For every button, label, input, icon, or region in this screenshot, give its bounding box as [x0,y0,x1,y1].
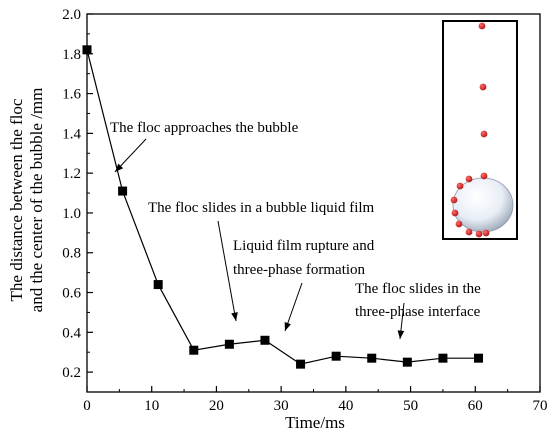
data-point-marker [82,45,92,55]
y-tick-label: 0.8 [62,246,81,262]
data-point-marker [296,359,306,369]
x-tick-label: 50 [403,398,418,414]
annotations: The floc approaches the bubble The floc s… [110,120,481,340]
x-tick-label: 10 [144,398,159,414]
x-tick-label: 20 [209,398,224,414]
data-point-marker [153,280,163,290]
annotation-arrowhead [231,312,238,321]
annotation-arrowhead [115,163,124,172]
y-tick-label: 1.4 [62,126,81,142]
floc-particle [480,130,488,138]
floc-particle [455,220,463,228]
y-tick-label: 1.2 [62,166,81,182]
y-tick-label: 0.2 [62,365,81,381]
x-tick-label: 60 [468,398,483,414]
data-point-marker [402,357,412,367]
data-point-marker [189,345,199,355]
annotation-label: The floc slides in a bubble liquid film [148,200,375,216]
y-axis-label-line-2: and the center of the bubble /mm [27,88,46,313]
data-point-marker [224,339,234,349]
y-axis-label-line-1: The distance between the floc [7,98,26,301]
inset-image [442,20,518,240]
y-tick-label: 0.6 [62,286,81,302]
annotation-label: The floc slides in the [355,281,481,297]
floc-particle [482,229,490,237]
data-point-marker [260,335,270,345]
data-point-marker [438,353,448,363]
y-tick-label: 1.6 [62,87,81,103]
floc-particle [475,230,483,238]
x-tick-label: 0 [83,398,91,414]
annotation-label: The floc approaches the bubble [110,120,299,136]
data-point-marker [474,353,484,363]
annotation-arrowhead [397,330,405,339]
y-tick-label: 1.8 [62,47,81,63]
x-tick-label: 70 [533,398,548,414]
y-tick-label: 0.4 [62,325,81,341]
y-tick-label: 2.0 [62,7,81,23]
annotation-label: Liquid film rupture and [233,238,375,254]
annotation-arrow [284,282,303,332]
x-tick-label: 30 [274,398,289,414]
data-point-marker [118,186,128,196]
floc-particle [451,209,459,217]
floc-particle [456,182,464,190]
floc-particle [480,172,488,180]
floc-particle [479,83,487,91]
data-point-marker [367,353,377,363]
floc-particle [450,196,458,204]
annotation-label: three-phase interface [355,304,481,320]
annotation-arrowhead [284,322,291,331]
y-tick-label: 1.0 [62,206,81,222]
data-point-marker [331,351,341,361]
floc-particle [478,22,486,30]
data-series [82,45,484,369]
series-line [86,49,479,365]
x-tick-label: 40 [338,398,353,414]
floc-particle [465,175,473,183]
annotation-label: three-phase formation [233,262,366,278]
floc-particle [465,228,473,236]
annotation-arrow [217,220,237,322]
x-axis-label: Time/ms [285,413,345,432]
ticks: 0 10 20 30 40 50 60 70 0.2 0.4 0.6 0.8 1.0 1.2 1.4 1.6 1… [62,7,547,414]
